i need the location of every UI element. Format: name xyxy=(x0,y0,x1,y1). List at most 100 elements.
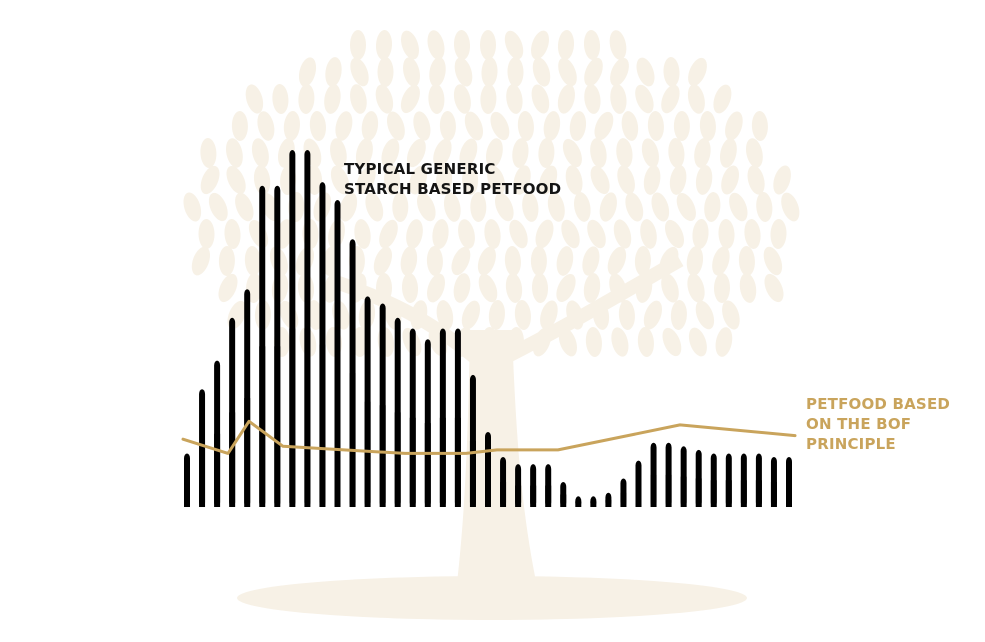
leaf-shape xyxy=(225,138,243,168)
leaf-shape xyxy=(583,30,601,60)
leaf-shape xyxy=(208,192,228,222)
leaf-shape xyxy=(416,192,436,222)
annotation-line: PETFOOD BASED xyxy=(806,395,951,413)
leaf-shape xyxy=(443,192,461,222)
leaf-shape xyxy=(535,219,554,249)
bar-base xyxy=(500,482,507,507)
leaf-shape xyxy=(712,246,730,276)
bar-base xyxy=(695,478,702,507)
leaf-shape xyxy=(251,138,269,168)
leaf-shape xyxy=(692,219,709,249)
leaf-shape xyxy=(530,30,550,60)
leaf-shape xyxy=(248,219,269,249)
bar-base xyxy=(635,483,642,507)
leaf-shape xyxy=(427,30,445,60)
bar-base xyxy=(229,412,236,507)
leaf-shape xyxy=(351,327,368,357)
leaf-shape xyxy=(339,192,358,222)
leaf-shape xyxy=(584,57,603,87)
leaf-shape xyxy=(781,192,800,222)
bar-base xyxy=(184,480,190,508)
leaf-shape xyxy=(738,246,755,276)
bar-base xyxy=(289,328,296,507)
bar-base xyxy=(244,398,251,507)
leaf-shape xyxy=(609,273,627,303)
leaf-shape xyxy=(547,192,565,222)
leaf-shape xyxy=(365,192,384,222)
leaf-shape xyxy=(386,111,405,141)
bar-base xyxy=(409,417,416,507)
bar-base xyxy=(439,417,446,507)
bar-base xyxy=(665,474,672,507)
leaf-shape xyxy=(481,327,498,357)
leaf-shape xyxy=(410,300,428,330)
leaf-shape xyxy=(745,138,763,168)
leaf-shape xyxy=(253,165,271,195)
bar-base xyxy=(786,482,792,507)
leaf-shape xyxy=(330,165,350,195)
leaf-shape xyxy=(661,84,680,114)
leaf-shape xyxy=(599,192,617,222)
annotation-bof-petfood: PETFOOD BASED ON THE BOF PRINCIPLE xyxy=(806,394,950,454)
leaf-shape xyxy=(773,165,791,195)
leaf-shape xyxy=(643,300,663,330)
leaf-shape xyxy=(514,300,531,330)
leaf-shape xyxy=(490,111,510,141)
leaf-shape xyxy=(610,84,627,114)
leaf-shape xyxy=(488,300,505,330)
leaf-shape xyxy=(558,57,577,87)
bar-base xyxy=(424,423,431,507)
annotation-line: STARCH BASED PETFOOD xyxy=(344,180,562,198)
leaf-shape xyxy=(556,246,574,276)
bar-base xyxy=(485,469,491,507)
leaf-shape xyxy=(306,300,324,330)
annotation-starch-petfood: TYPICAL GENERIC STARCH BASED PETFOOD xyxy=(344,159,561,199)
leaf-shape xyxy=(538,138,555,168)
leaf-shape xyxy=(662,327,682,357)
leaf-shape xyxy=(663,57,680,87)
annotation-line: ON THE BOF xyxy=(806,415,912,433)
leaf-shape xyxy=(695,165,713,195)
leaf-shape xyxy=(480,84,497,114)
bar-base xyxy=(454,417,461,507)
leaf-shape xyxy=(640,219,657,249)
leaf-shape xyxy=(507,57,524,87)
leaf-shape xyxy=(562,138,582,168)
leaf-shape xyxy=(670,300,687,330)
bar-base xyxy=(650,474,657,507)
leaf-shape xyxy=(583,273,601,303)
leaf-shape xyxy=(513,165,531,195)
leaf-shape xyxy=(718,219,735,249)
leaf-shape xyxy=(556,273,576,303)
leaf-shape xyxy=(688,327,707,357)
leaf-shape xyxy=(400,30,420,60)
leaf-shape xyxy=(635,84,654,114)
leaf-shape xyxy=(235,192,254,222)
leaf-shape xyxy=(725,111,743,141)
leaf-shape xyxy=(574,192,591,222)
leaf-shape xyxy=(356,165,376,195)
leaf-shape xyxy=(355,138,373,168)
leaf-shape xyxy=(618,300,635,330)
leaf-shape xyxy=(375,30,393,60)
leaf-shape xyxy=(587,219,606,249)
leaf-shape xyxy=(664,219,685,249)
leaf-shape xyxy=(641,138,659,168)
leaf-shape xyxy=(436,165,453,195)
leaf-shape xyxy=(637,327,654,357)
leaf-shape xyxy=(406,219,423,249)
tree-watermark xyxy=(183,30,800,620)
leaf-shape xyxy=(687,84,705,114)
leaf-shape xyxy=(453,84,471,114)
leaf-shape xyxy=(609,30,627,60)
leaf-shape xyxy=(566,300,584,330)
leaf-shape xyxy=(454,57,473,87)
bar-base xyxy=(304,328,311,507)
leaf-shape xyxy=(747,165,765,195)
leaf-shape xyxy=(200,138,217,168)
leaf-shape xyxy=(611,327,629,357)
leaf-shape xyxy=(272,84,289,114)
leaf-shape xyxy=(384,165,401,195)
leaf-shape xyxy=(481,57,498,87)
